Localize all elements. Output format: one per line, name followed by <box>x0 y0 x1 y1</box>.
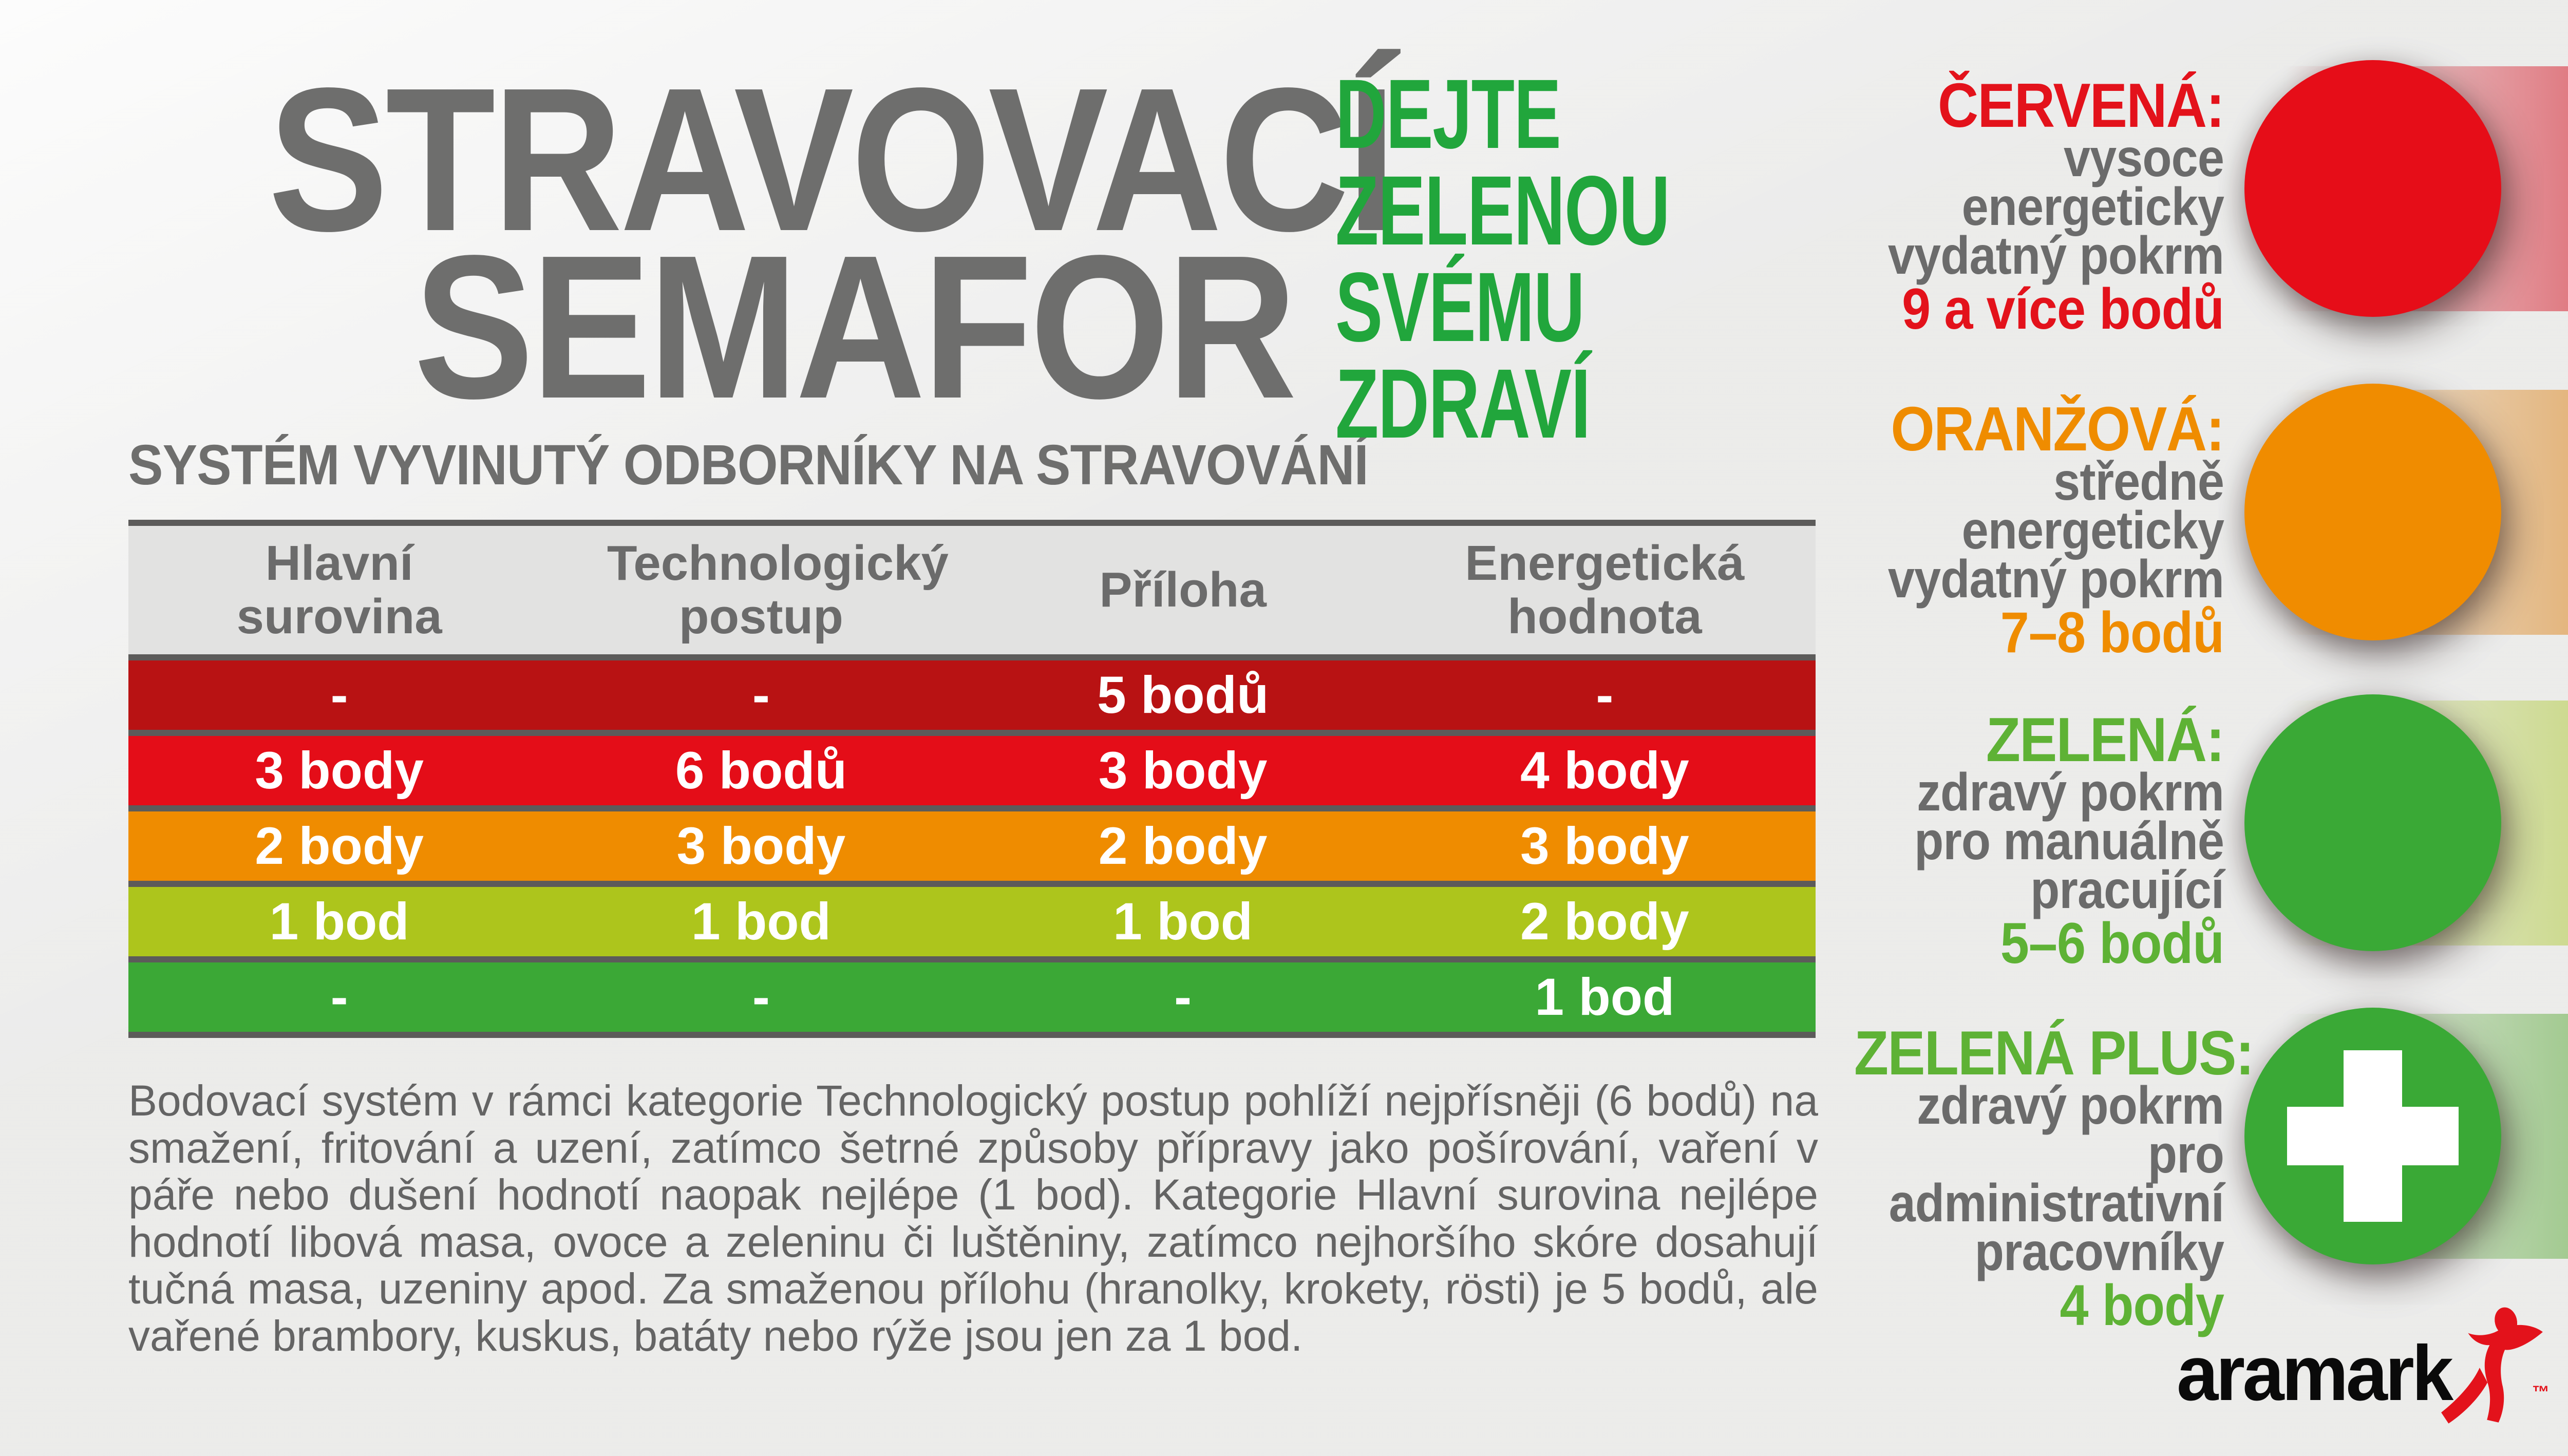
score-table: Hlavní surovina Technologický postup Pří… <box>128 520 1816 1038</box>
table-cell: - <box>752 968 770 1026</box>
legend-description: zdravý pokrm pro administrativní pracovn… <box>1889 1076 2224 1282</box>
table-cell: 6 bodů <box>675 741 847 800</box>
legend-title: ORANŽOVÁ: <box>1891 394 2224 464</box>
table-row-yellow-green: 1 bod 1 bod 1 bod 2 body <box>128 887 1816 962</box>
legend-title: ZELENÁ: <box>1986 705 2225 774</box>
table-cell: - <box>330 666 348 724</box>
table-cell: 1 bod <box>269 892 409 951</box>
tagline-line: ZDRAVÍ <box>1335 348 1591 459</box>
table-cell: 3 body <box>1520 817 1689 875</box>
legend-points: 4 body <box>2060 1273 2224 1337</box>
table-cell: 5 bodů <box>1097 666 1269 724</box>
table-cell: 1 bod <box>1535 968 1675 1026</box>
green-plus-circle <box>2244 1008 2501 1264</box>
table-row-dark-red: - - 5 bodů - <box>128 660 1816 736</box>
legend-title: ČERVENÁ: <box>1937 70 2225 140</box>
table-cell: 1 bod <box>1113 892 1253 951</box>
table-cell: - <box>1596 666 1614 724</box>
title-block: STRAVOVACÍ SEMAFOR SYSTÉM VYVINUTÝ ODBOR… <box>128 46 1396 497</box>
legend-description: středně energeticky vydatný pokrm <box>1887 452 2224 609</box>
table-cell: 2 body <box>1098 817 1268 875</box>
legend-item-zelena: ZELENÁ: zdravý pokrm pro manuálně pracuj… <box>1813 693 2568 972</box>
tagline-line: ZELENOU <box>1335 155 1670 266</box>
tagline: DEJTE ZELENOU SVÉMU ZDRAVÍ <box>1335 59 1799 459</box>
column-header-energeticka-hodnota: Energetická hodnota <box>1465 536 1745 644</box>
plus-icon <box>2244 1008 2501 1264</box>
legend-description: zdravý pokrm pro manuálně pracující <box>1914 763 2224 920</box>
legend-item-oranzova: ORANŽOVÁ: středně energeticky vydatný po… <box>1813 383 2568 661</box>
red-circle <box>2244 60 2501 317</box>
column-header-priloha: Příloha <box>1099 562 1267 617</box>
table-cell: 3 body <box>255 741 424 800</box>
table-cell: 3 body <box>676 817 846 875</box>
aramark-logo: aramark ™ <box>2173 1304 2568 1448</box>
tagline-line: SVÉMU <box>1335 252 1585 362</box>
legend-item-cervena: ČERVENÁ: vysoce energeticky vydatný pokr… <box>1813 59 2568 338</box>
green-circle <box>2244 694 2501 951</box>
legend-title: ZELENÁ PLUS: <box>1854 1018 2254 1088</box>
orange-circle <box>2244 384 2501 640</box>
table-cell: - <box>752 666 770 724</box>
legend-item-zelena-plus: ZELENÁ PLUS: zdravý pokrm pro administra… <box>1813 1007 2568 1334</box>
table-row-orange: 2 body 3 body 2 body 3 body <box>128 811 1816 887</box>
table-cell: 3 body <box>1098 741 1268 800</box>
legend-points: 5–6 bodů <box>2000 911 2224 975</box>
table-cell: 1 bod <box>691 892 831 951</box>
legend-points: 9 a více bodů <box>1902 277 2224 341</box>
table-cell: 2 body <box>255 817 424 875</box>
table-header-row: Hlavní surovina Technologický postup Pří… <box>128 520 1816 660</box>
page-subtitle: SYSTÉM VYVINUTÝ ODBORNÍKY NA STRAVOVÁNÍ <box>128 433 1369 497</box>
column-header-technologicky-postup: Technologický postup <box>607 536 949 644</box>
column-header-hlavni-surovina: Hlavní surovina <box>236 536 442 644</box>
starman-icon <box>2441 1307 2543 1424</box>
table-cell: - <box>1174 968 1192 1026</box>
page-title-line2: SEMAFOR <box>413 213 1297 441</box>
table-cell: - <box>330 968 348 1026</box>
table-row-green: - - - 1 bod <box>128 962 1816 1038</box>
legend-description: vysoce energeticky vydatný pokrm <box>1887 128 2224 286</box>
table-cell: 4 body <box>1520 741 1689 800</box>
description-paragraph: Bodovací systém v rámci kategorie Techno… <box>128 1076 1818 1360</box>
table-row-red: 3 body 6 bodů 3 body 4 body <box>128 736 1816 811</box>
tagline-line: DEJTE <box>1335 59 1561 169</box>
legend-points: 7–8 bodů <box>2000 600 2224 665</box>
trademark-symbol: ™ <box>2532 1383 2550 1402</box>
aramark-wordmark: aramark <box>2177 1330 2453 1417</box>
page-title-line1: STRAVOVACÍ <box>268 46 1396 274</box>
table-cell: 2 body <box>1520 892 1689 951</box>
